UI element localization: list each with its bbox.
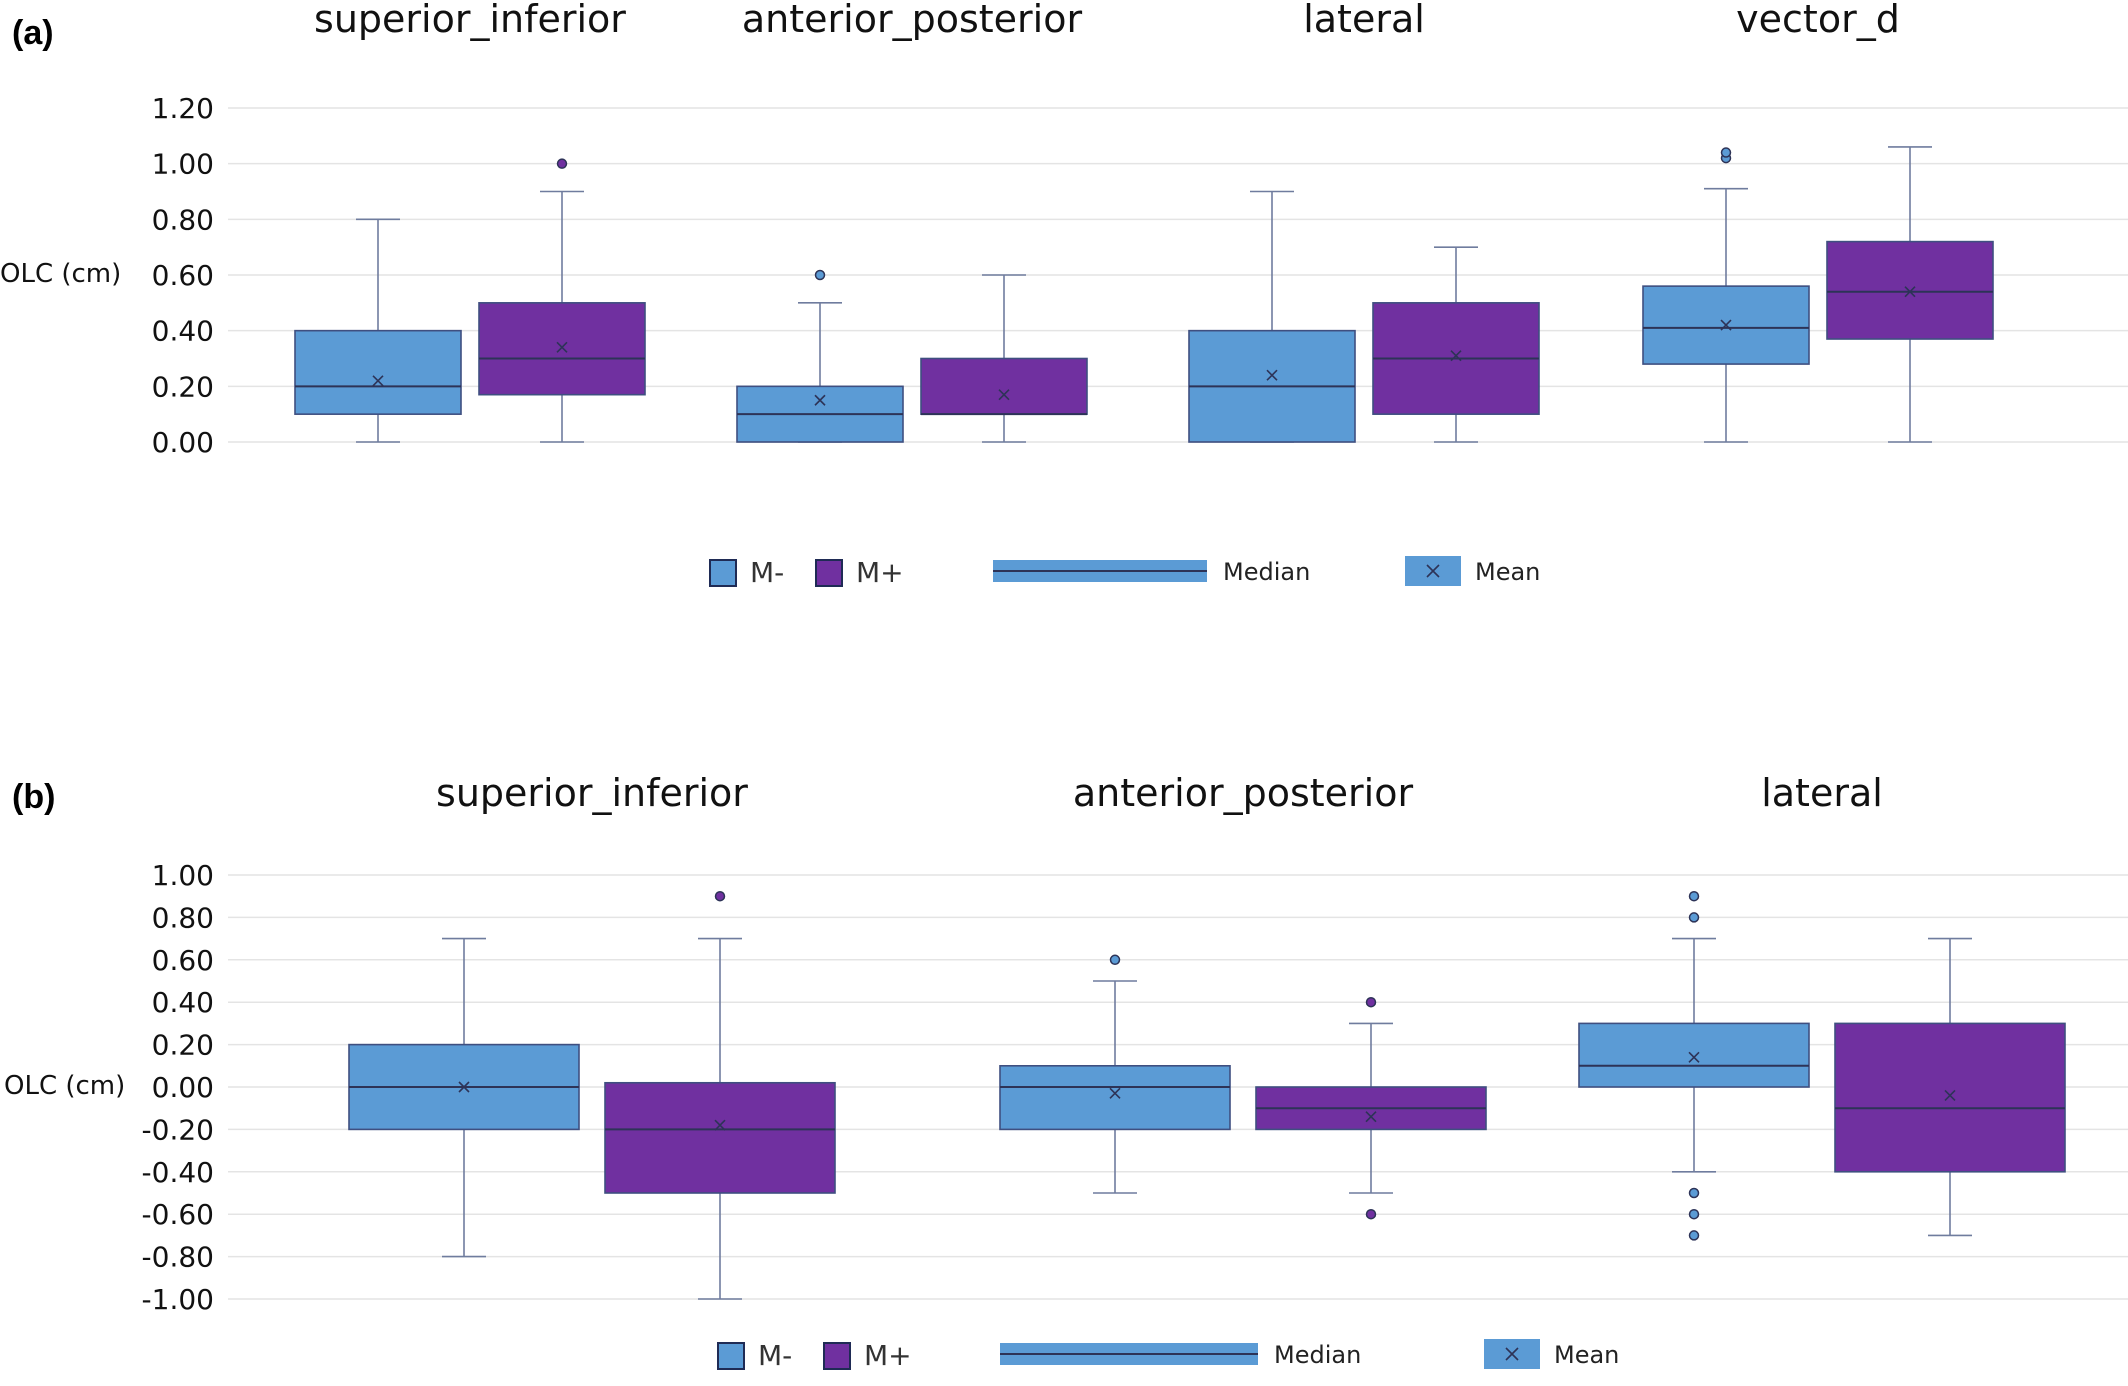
mean-marker <box>1266 369 1278 381</box>
outlier-point <box>556 158 568 169</box>
mean-marker <box>1904 286 1916 298</box>
legend-mean-marker <box>1505 1347 1519 1361</box>
legend: M- M+ Median Mean <box>717 1339 1619 1372</box>
legend-mean-label: Mean <box>1475 558 1540 586</box>
box-m-minus <box>348 937 580 1258</box>
y-tick-label: 0.20 <box>152 370 214 403</box>
box-m-minus <box>1188 190 1356 443</box>
group-title: lateral <box>1303 0 1425 41</box>
outlier-point <box>1720 147 1732 158</box>
box-iqr <box>999 1065 1231 1131</box>
y-tick-label: 1.00 <box>152 148 214 181</box>
y-tick-label: 0.00 <box>152 1071 214 1104</box>
y-tick-label: 0.60 <box>152 259 214 292</box>
box-m-plus <box>1834 937 2066 1237</box>
y-axis-label: OLC (cm) <box>0 259 121 289</box>
legend-label-m-plus: M+ <box>856 556 904 589</box>
box-iqr <box>478 302 646 396</box>
mean-marker <box>1109 1087 1121 1099</box>
legend-label-m-plus: M+ <box>864 1339 912 1372</box>
legend: M- M+ Median Mean <box>709 556 1540 589</box>
y-tick-label: -0.80 <box>142 1241 214 1274</box>
y-tick-label: 0.00 <box>152 426 214 459</box>
legend-label-m-minus: M- <box>758 1339 792 1372</box>
legend-swatch-m-plus <box>815 559 843 587</box>
mean-marker <box>1365 1111 1377 1123</box>
box-m-minus <box>1578 890 1810 1241</box>
panel-1: (b) OLC (cm) -1.00 -0.80 -0.60 -0.40 -0.20 0.00… <box>4 771 2128 1372</box>
group-title: anterior_posterior <box>742 0 1083 41</box>
mean-marker <box>1450 350 1462 362</box>
box-iqr <box>1834 1022 2066 1173</box>
y-tick-label: 0.80 <box>152 203 214 236</box>
panel-tag: (a) <box>12 14 54 52</box>
y-tick-label: -0.20 <box>142 1113 214 1146</box>
box-m-minus <box>294 218 462 443</box>
box-iqr <box>604 1081 836 1194</box>
box-m-minus <box>736 269 904 443</box>
box-m-minus <box>999 954 1231 1194</box>
panel-0: (a) OLC (cm) 0.00 0.20 0.40 0.60 0.80 1.00 1.20 s… <box>0 0 2128 589</box>
legend-mean-label: Mean <box>1554 1341 1619 1369</box>
outlier-point <box>1365 996 1377 1008</box>
box-m-minus <box>1642 147 1810 443</box>
box-m-plus <box>604 890 836 1300</box>
outlier-point <box>1688 912 1700 923</box>
outlier-point <box>1688 890 1700 902</box>
y-tick-label: -0.60 <box>142 1198 214 1231</box>
box-m-plus <box>1372 246 1540 443</box>
outlier-point <box>1688 1230 1700 1241</box>
y-tick-label: 0.80 <box>152 901 214 934</box>
y-tick-label: 0.60 <box>152 944 214 977</box>
y-tick-label: 0.20 <box>152 1029 214 1062</box>
y-tick-label: 1.20 <box>152 92 214 125</box>
outlier-point <box>1109 954 1121 966</box>
outlier-point <box>1365 1208 1377 1220</box>
outlier-point <box>1688 1187 1700 1199</box>
legend-label-m-minus: M- <box>750 556 784 589</box>
outlier-point <box>814 269 826 281</box>
group-title: superior_inferior <box>436 771 748 815</box>
group-title: anterior_posterior <box>1073 771 1414 815</box>
legend-mean-marker <box>1426 564 1440 578</box>
y-axis-label: OLC (cm) <box>4 1071 125 1101</box>
mean-marker <box>372 375 384 387</box>
mean-marker <box>1944 1089 1956 1102</box>
box-m-plus <box>478 158 646 443</box>
y-tick-label: 0.40 <box>152 315 214 348</box>
y-tick-label: 1.00 <box>152 859 214 892</box>
panel-tag: (b) <box>12 778 55 816</box>
legend-median-label: Median <box>1223 558 1310 586</box>
mean-marker <box>1688 1051 1700 1063</box>
legend-swatch-m-plus <box>823 1342 851 1370</box>
mean-marker <box>998 389 1010 401</box>
box-iqr <box>294 329 462 415</box>
box-m-plus <box>920 274 1088 443</box>
group-title: lateral <box>1761 771 1883 815</box>
outlier-point <box>714 890 726 902</box>
group-title: superior_inferior <box>314 0 626 41</box>
outlier-point <box>1688 1208 1700 1220</box>
legend-median-label: Median <box>1274 1341 1361 1369</box>
legend-swatch-m-minus <box>717 1342 745 1370</box>
y-tick-label: -0.40 <box>142 1156 214 1189</box>
legend-swatch-m-minus <box>709 559 737 587</box>
y-tick-label: 0.40 <box>152 986 214 1019</box>
box-m-plus <box>1255 996 1487 1220</box>
mean-marker <box>1720 319 1732 331</box>
box-iqr <box>1578 1022 1810 1088</box>
box-m-plus <box>1826 146 1994 443</box>
box-iqr <box>920 357 1088 415</box>
group-title: vector_d <box>1736 0 1900 41</box>
mean-marker <box>458 1081 470 1093</box>
mean-marker <box>814 394 826 406</box>
y-tick-label: -1.00 <box>142 1283 214 1316</box>
mean-marker <box>556 341 568 353</box>
box-iqr <box>1826 240 1994 340</box>
mean-marker <box>714 1119 726 1131</box>
